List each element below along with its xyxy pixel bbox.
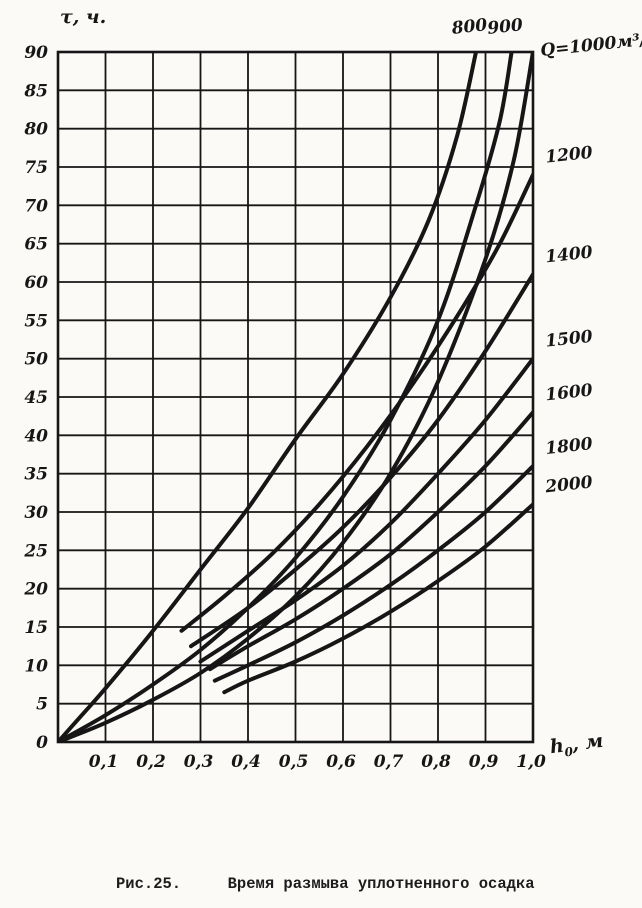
x-tick-label-0,9: 0,9 [469, 752, 499, 772]
y-tick-label-90: 90 [24, 43, 48, 63]
chart: 800900Q=1000м³/ч120014001500160018002000… [23, 15, 642, 772]
curve-label-Q1800: 1800 [544, 434, 593, 459]
curve-1500 [198, 356, 534, 664]
y-tick-label-45: 45 [24, 388, 48, 408]
y-tick-label-35: 35 [24, 465, 48, 485]
x-tick-label-0,5: 0,5 [279, 752, 309, 772]
y-tick-label-30: 30 [24, 503, 48, 523]
x-tick-label-0,2: 0,2 [136, 752, 166, 772]
curve-1600 [208, 410, 534, 672]
y-tick-label-60: 60 [24, 273, 48, 293]
caption-line-1: Рис.25. Время размыва уплотненного осадк… [116, 875, 535, 893]
x-tick-label-1,0: 1,0 [516, 752, 546, 772]
y-tick-label-70: 70 [24, 196, 48, 216]
y-tick-label-50: 50 [24, 350, 48, 370]
x-axis-title-main: h [548, 734, 566, 759]
x-tick-label-0,6: 0,6 [326, 752, 356, 772]
curve-800 [57, 51, 478, 743]
curve-1800 [212, 464, 534, 683]
curve-2000 [222, 502, 534, 695]
y-tick-label-65: 65 [24, 235, 48, 255]
curve-label-Q1500: 1500 [544, 327, 593, 352]
x-axis-title-post: , м [570, 729, 605, 756]
curve-label-Q1200: 1200 [544, 143, 593, 168]
y-tick-label-80: 80 [23, 120, 48, 140]
curve-900 [57, 51, 514, 743]
y-tick-label-55: 55 [24, 311, 48, 331]
curve-Q1000 [57, 51, 534, 743]
curve-label-Q1600: 1600 [544, 380, 593, 405]
x-tick-label-0,8: 0,8 [421, 752, 451, 772]
curve-label-Q1000: Q=1000м³/ч [539, 29, 642, 61]
figure-caption: Рис.25. Время размыва уплотненного осадк… [116, 824, 596, 908]
curve-label-Q2000: 2000 [543, 472, 593, 497]
y-axis-title: τ, ч. [60, 6, 107, 28]
curve-1200 [179, 172, 534, 633]
x-tick-label-0,4: 0,4 [231, 752, 261, 772]
x-tick-label-0,1: 0,1 [89, 752, 119, 772]
y-tick-label-40: 40 [24, 426, 48, 446]
curve-1400 [189, 272, 534, 649]
y-tick-label-75: 75 [24, 158, 48, 178]
y-tick-label-85: 85 [23, 81, 48, 101]
curve-label-Q900: 900 [486, 15, 524, 39]
curve-label-Q800: 800 [450, 15, 489, 39]
y-tick-label-10: 10 [24, 656, 48, 676]
plot-border [56, 50, 535, 744]
y-tick-label-15: 15 [24, 618, 48, 638]
x-tick-label-0,7: 0,7 [374, 752, 404, 772]
y-tick-label-0: 0 [36, 733, 48, 753]
x-tick-label-0,3: 0,3 [184, 752, 214, 772]
y-tick-label-5: 5 [36, 695, 48, 715]
y-tick-label-20: 20 [23, 580, 48, 600]
y-tick-label-25: 25 [23, 541, 48, 561]
curve-label-Q1400: 1400 [544, 242, 593, 267]
